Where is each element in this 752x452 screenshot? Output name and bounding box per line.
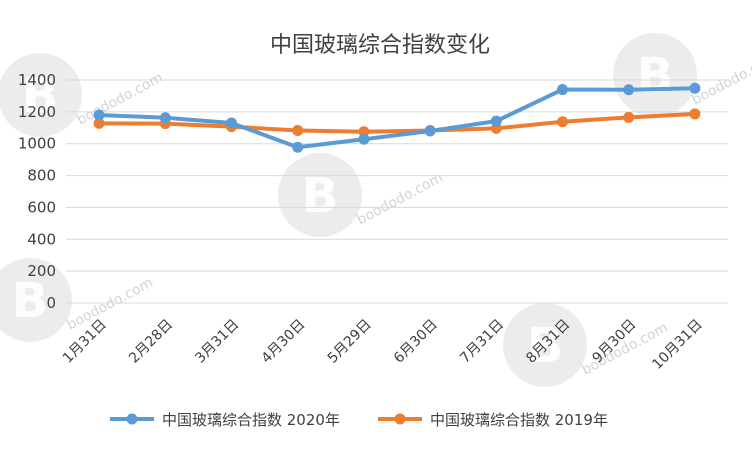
y-tick-label: 1000	[18, 135, 56, 153]
data-point	[689, 82, 701, 94]
watermark-logo-circle	[0, 53, 82, 137]
legend-label: 中国玻璃综合指数 2019年	[430, 411, 608, 429]
legend-label: 中国玻璃综合指数 2020年	[162, 411, 340, 429]
x-tick-label: 2月28日	[126, 317, 176, 367]
y-tick-label: 600	[27, 198, 56, 216]
legend-item: 中国玻璃综合指数 2019年	[378, 411, 608, 429]
data-point	[93, 109, 105, 121]
series-layer	[93, 82, 701, 153]
x-tick-label: 6月30日	[391, 317, 441, 367]
x-tick-label: 5月29日	[325, 317, 375, 367]
legend-marker	[394, 413, 406, 425]
data-point	[292, 124, 304, 136]
watermark-logo-circle	[503, 303, 587, 387]
y-tick-label: 800	[27, 167, 56, 185]
data-point	[490, 115, 502, 127]
data-point	[557, 84, 568, 96]
data-point	[292, 141, 304, 153]
y-tick-label: 1400	[18, 71, 56, 89]
chart-title: 中国玻璃综合指数变化	[270, 33, 490, 58]
legend-item: 中国玻璃综合指数 2020年	[110, 411, 340, 429]
x-tick-label: 7月31日	[457, 317, 507, 367]
data-point	[358, 133, 370, 145]
series-line	[97, 86, 697, 150]
series-line	[97, 111, 697, 134]
watermark-logo-letter: B	[527, 318, 564, 374]
watermark-text: boododo.com	[74, 70, 165, 129]
gridlines	[66, 79, 728, 304]
data-point	[424, 125, 436, 137]
watermark-text: boododo.com	[354, 170, 445, 229]
data-point	[159, 112, 171, 124]
series-1	[93, 108, 701, 138]
x-tick-label: 4月30日	[259, 317, 309, 367]
watermark-logo-letter: B	[302, 168, 339, 224]
y-tick-label: 0	[46, 294, 56, 312]
watermark-logo-letter: B	[12, 273, 49, 329]
data-point	[226, 117, 237, 129]
series-0	[93, 82, 701, 153]
y-tick-label: 200	[27, 262, 56, 280]
x-tick-label: 3月31日	[192, 317, 242, 367]
watermark-logo-circle	[613, 33, 697, 117]
y-tick-label: 1200	[18, 103, 56, 121]
data-point	[623, 84, 635, 96]
legend-marker	[126, 413, 138, 425]
y-axis-ticks: 0 200 400 600 800 1000 1200 1400	[18, 71, 56, 312]
data-point	[93, 117, 105, 129]
watermark-text: boododo.com	[689, 50, 752, 109]
data-point	[689, 108, 701, 120]
watermark-logo-letter: B	[637, 48, 674, 104]
legend: 中国玻璃综合指数 2020年 中国玻璃综合指数 2019年	[110, 411, 608, 429]
watermark-logo-circle	[0, 258, 72, 342]
data-point	[557, 116, 568, 128]
watermark-logo-letter: B	[22, 68, 59, 124]
watermark-text: boododo.com	[64, 275, 155, 334]
watermark-logo-circle	[278, 153, 362, 237]
data-point	[623, 111, 635, 123]
y-tick-label: 400	[27, 230, 56, 248]
